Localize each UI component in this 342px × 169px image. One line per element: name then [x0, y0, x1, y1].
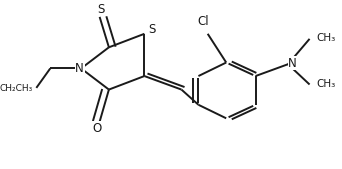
Text: Cl: Cl	[197, 15, 209, 28]
Text: S: S	[97, 3, 105, 16]
Text: CH₃: CH₃	[316, 79, 336, 89]
Text: N: N	[288, 57, 297, 70]
Text: O: O	[92, 122, 101, 135]
Text: S: S	[148, 23, 156, 36]
Text: CH₃: CH₃	[316, 33, 336, 43]
Text: N: N	[75, 62, 84, 75]
Text: CH₂CH₃: CH₂CH₃	[0, 84, 33, 93]
